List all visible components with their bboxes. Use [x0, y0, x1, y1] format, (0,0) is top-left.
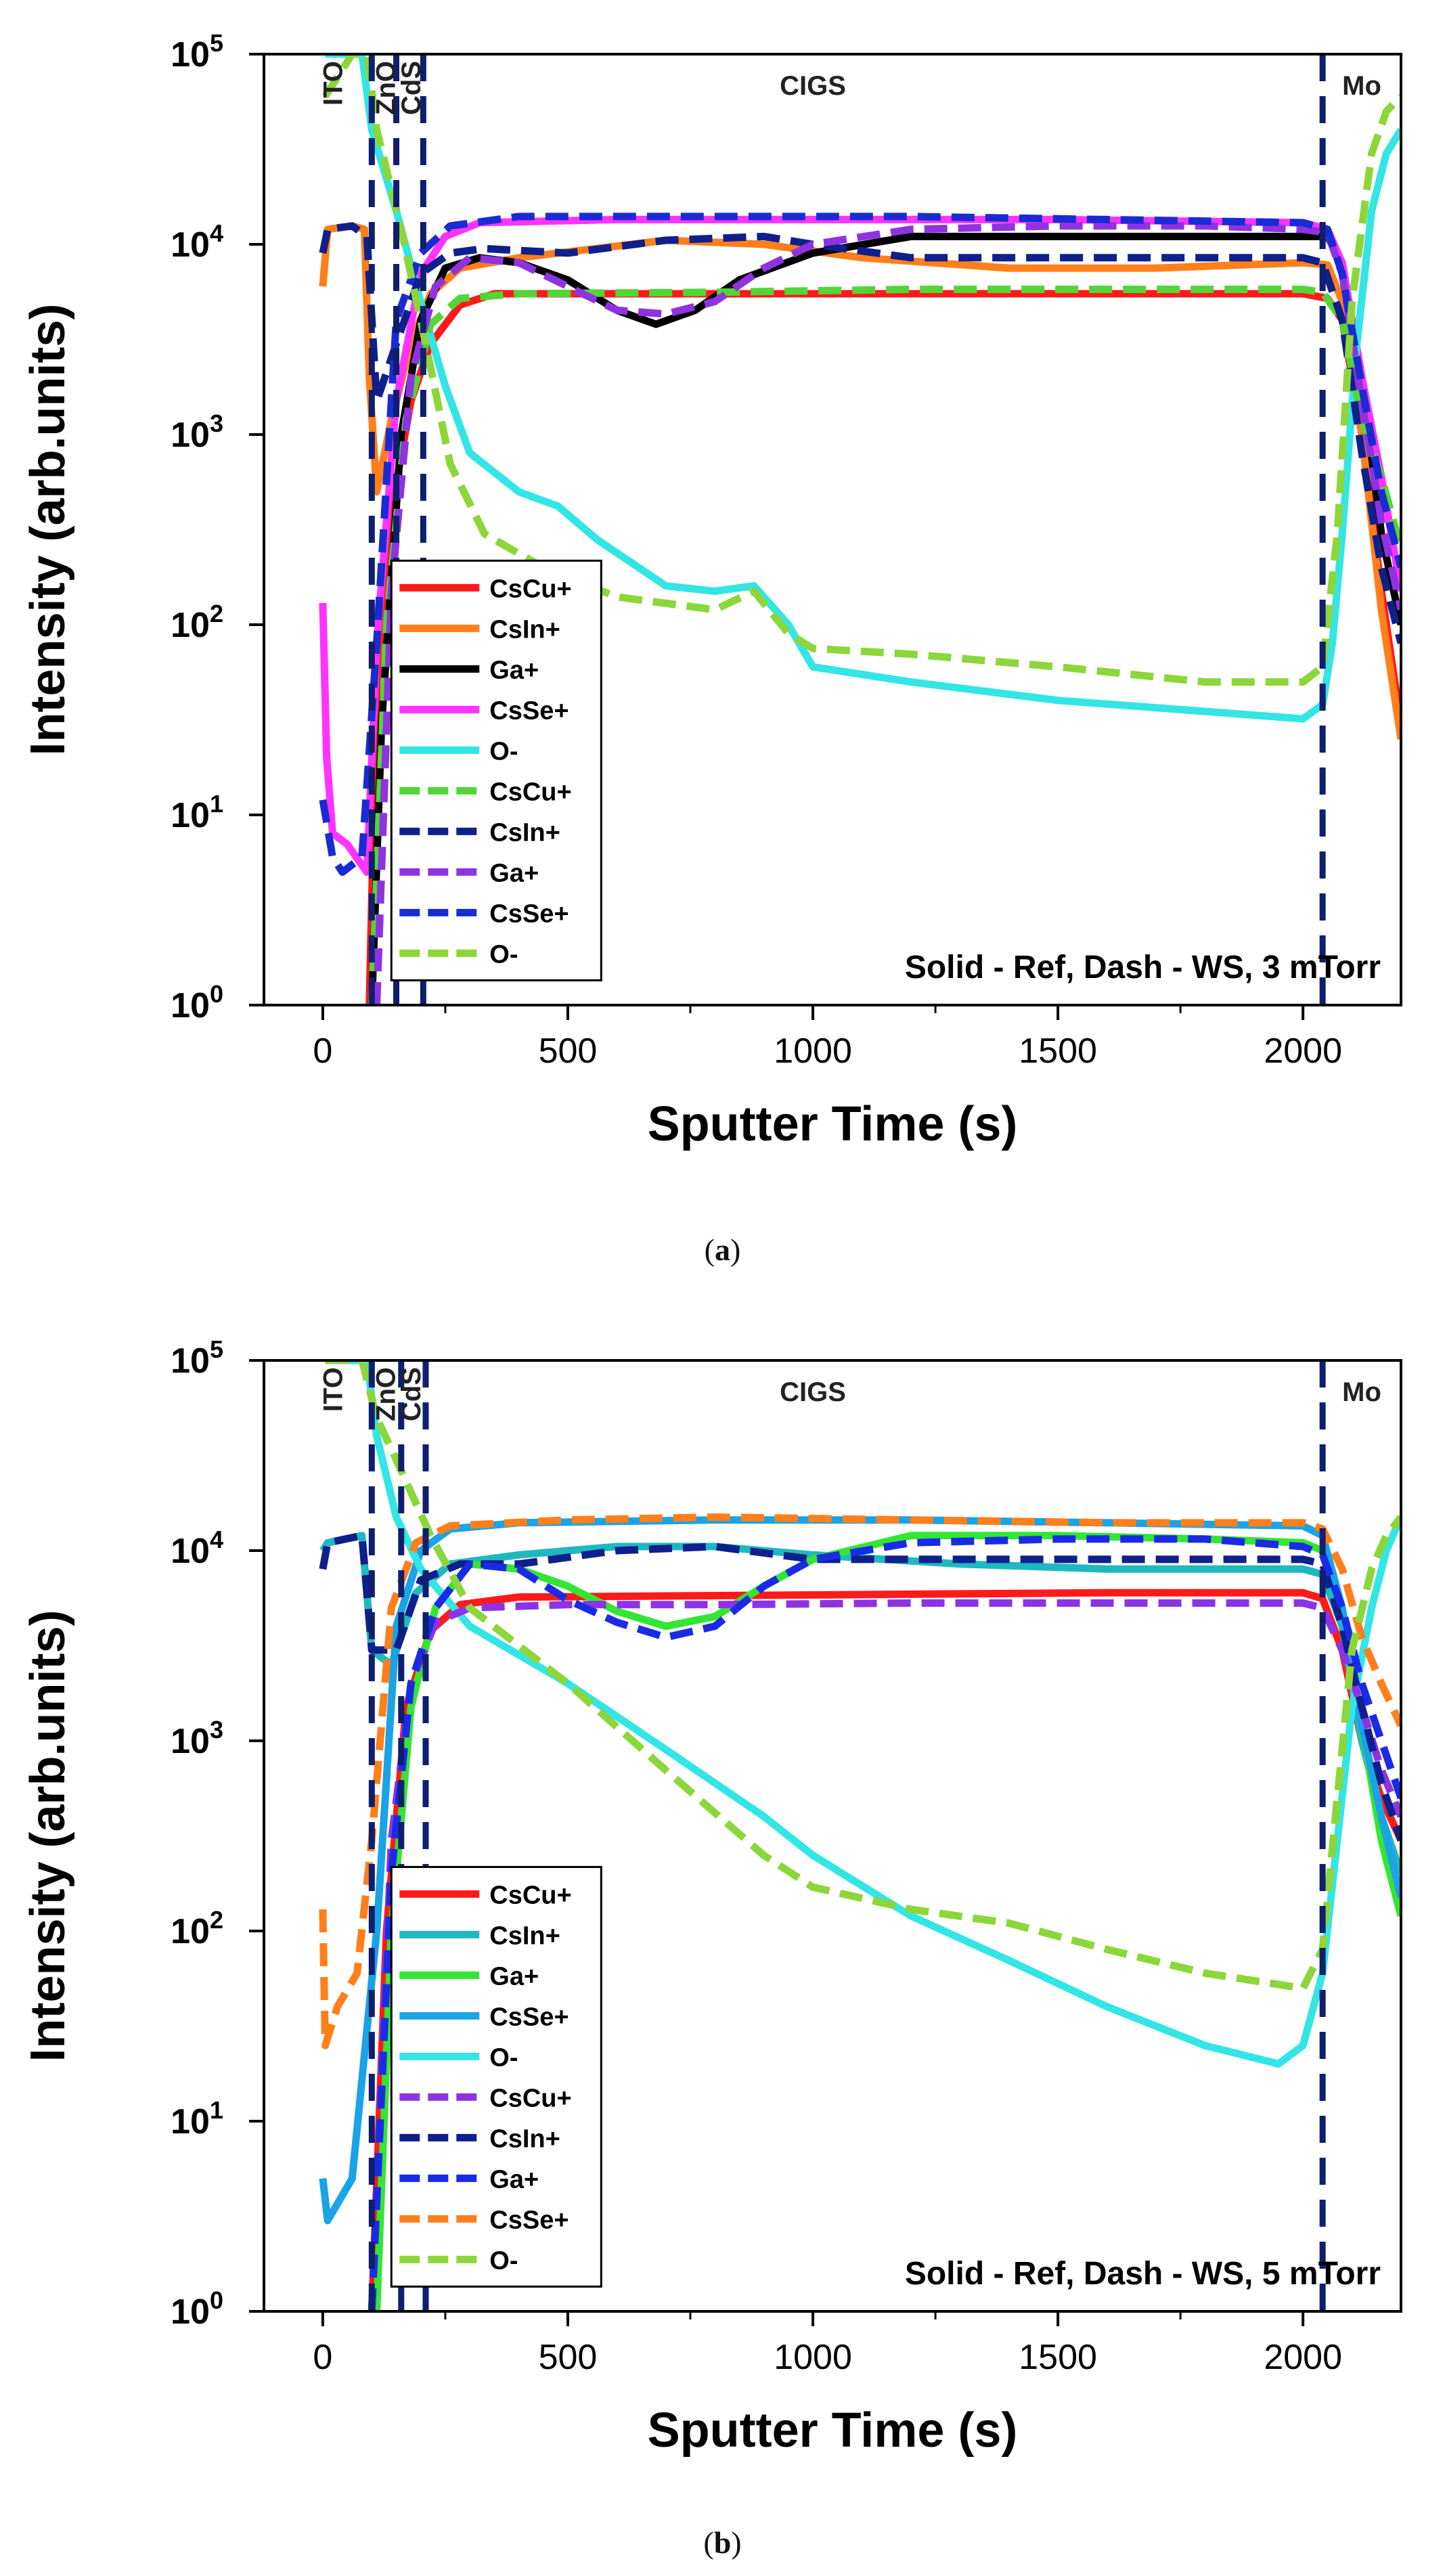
layer-label-ito: ITO — [318, 1367, 348, 1412]
series-group — [319, 1360, 1401, 2311]
layer-label-zno: ZnO — [372, 61, 401, 115]
x-tick-label: 1000 — [774, 1031, 852, 1071]
y-tick-label: 104 — [171, 219, 223, 265]
layer-label-mo: Mo — [1342, 1377, 1381, 1407]
layer-label-zno: ZnO — [372, 1367, 401, 1421]
legend: CsCu+ CsIn+ Ga+ CsSe+ O- CsCu+ CsIn+ Ga+ CsSe+ O- — [390, 1865, 602, 2288]
legend-entry: Ga+ — [489, 656, 539, 684]
legend-entry: O- — [489, 940, 518, 969]
legend-entry: CsCu+ — [489, 2084, 571, 2112]
y-tick-label: 101 — [171, 790, 223, 835]
legend-entry: Ga+ — [489, 859, 539, 887]
caption-a: (a) — [704, 1233, 741, 1267]
y-tick-label: 100 — [171, 980, 223, 1025]
legend-entry: CsSe+ — [489, 696, 569, 725]
series-line-CsCu-dash — [368, 286, 1401, 1005]
series-line-O-solid — [325, 1360, 1401, 2068]
y-tick-label: 102 — [171, 1906, 223, 1951]
series-line-CsIn-dash — [319, 1532, 1401, 1842]
layer-label-cds: CdS — [397, 1367, 426, 1421]
layer-label-cigs: CIGS — [780, 71, 846, 101]
y-tick-label: 104 — [171, 1526, 223, 1571]
series-line-O-dash — [325, 1360, 1401, 1993]
legend-entry: CsCu+ — [489, 778, 571, 806]
y-tick-label: 103 — [171, 409, 223, 455]
y-tick-label: 105 — [171, 1335, 223, 1381]
y-axis-label: Intensity (arb.units) — [21, 303, 75, 755]
layer-label-ito: ITO — [318, 61, 348, 106]
legend-entry: CsSe+ — [489, 2206, 569, 2234]
x-tick-label: 0 — [313, 1031, 332, 1071]
legend-entry: CsIn+ — [489, 615, 560, 644]
legend-entry: CsSe+ — [489, 2003, 569, 2031]
x-tick-label: 500 — [539, 1031, 598, 1071]
x-axis-label: Sputter Time (s) — [648, 1097, 1018, 1151]
y-axis-label: Intensity (arb.units) — [21, 1609, 75, 2062]
x-axis-label: Sputter Time (s) — [648, 2403, 1018, 2458]
y-tick-label: 100 — [171, 2286, 223, 2332]
x-tick-label: 1500 — [1019, 2338, 1097, 2377]
plot-frame — [263, 53, 1402, 1006]
legend-entry: CsIn+ — [489, 818, 560, 847]
legend-entry: Ga+ — [489, 2165, 539, 2194]
series-line-Ga-dash — [373, 222, 1401, 1005]
y-tick-label: 101 — [171, 2096, 223, 2141]
layer-label-cds: CdS — [397, 61, 426, 115]
legend-entry: CsCu+ — [489, 1881, 571, 1909]
x-tick-label: 0 — [313, 2338, 332, 2377]
legend-entry: O- — [489, 2043, 518, 2072]
y-tick-label: 103 — [171, 1716, 223, 1761]
condition-annotation: Solid - Ref, Dash - WS, 3 mTorr — [905, 950, 1381, 985]
x-tick-label: 1000 — [774, 2338, 852, 2377]
plot-frame — [263, 1359, 1402, 2313]
x-tick-label: 2000 — [1264, 2338, 1342, 2377]
x-tick-label: 500 — [539, 2338, 598, 2377]
legend: CsCu+ CsIn+ Ga+ CsSe+ O- CsCu+ CsIn+ Ga+ CsSe+ O- — [390, 559, 602, 981]
series-line-CsIn-solid — [319, 1532, 1401, 1875]
legend-entry: CsIn+ — [489, 1922, 560, 1950]
legend-entry: CsIn+ — [489, 2125, 560, 2153]
layer-label-cigs: CIGS — [780, 1377, 846, 1407]
series-line-Ga-dash — [368, 1535, 1401, 2311]
series-line-CsSe-dash — [319, 213, 1401, 876]
x-tick-label: 2000 — [1264, 1031, 1342, 1071]
caption-b: (b) — [703, 2525, 742, 2560]
panel-b: 0 500 1000 1500 2000 100 101 102 103 104 105 Sputte… — [21, 1335, 1402, 2458]
legend-entry: Ga+ — [489, 1962, 539, 1991]
panel-a: 0 500 1000 1500 2000 100 101 102 103 104 105 Sputte… — [21, 29, 1402, 1151]
y-tick-label: 102 — [171, 600, 223, 645]
x-tick-label: 1500 — [1019, 1031, 1097, 1071]
legend-entry: CsSe+ — [489, 900, 569, 928]
y-tick-label: 105 — [171, 29, 223, 74]
legend-entry: O- — [489, 2246, 518, 2275]
condition-annotation: Solid - Ref, Dash - WS, 5 mTorr — [905, 2256, 1381, 2292]
layer-label-mo: Mo — [1342, 71, 1381, 101]
legend-entry: O- — [489, 737, 518, 765]
series-line-CsSe-dash — [319, 1513, 1401, 2049]
legend-entry: CsCu+ — [489, 575, 571, 603]
